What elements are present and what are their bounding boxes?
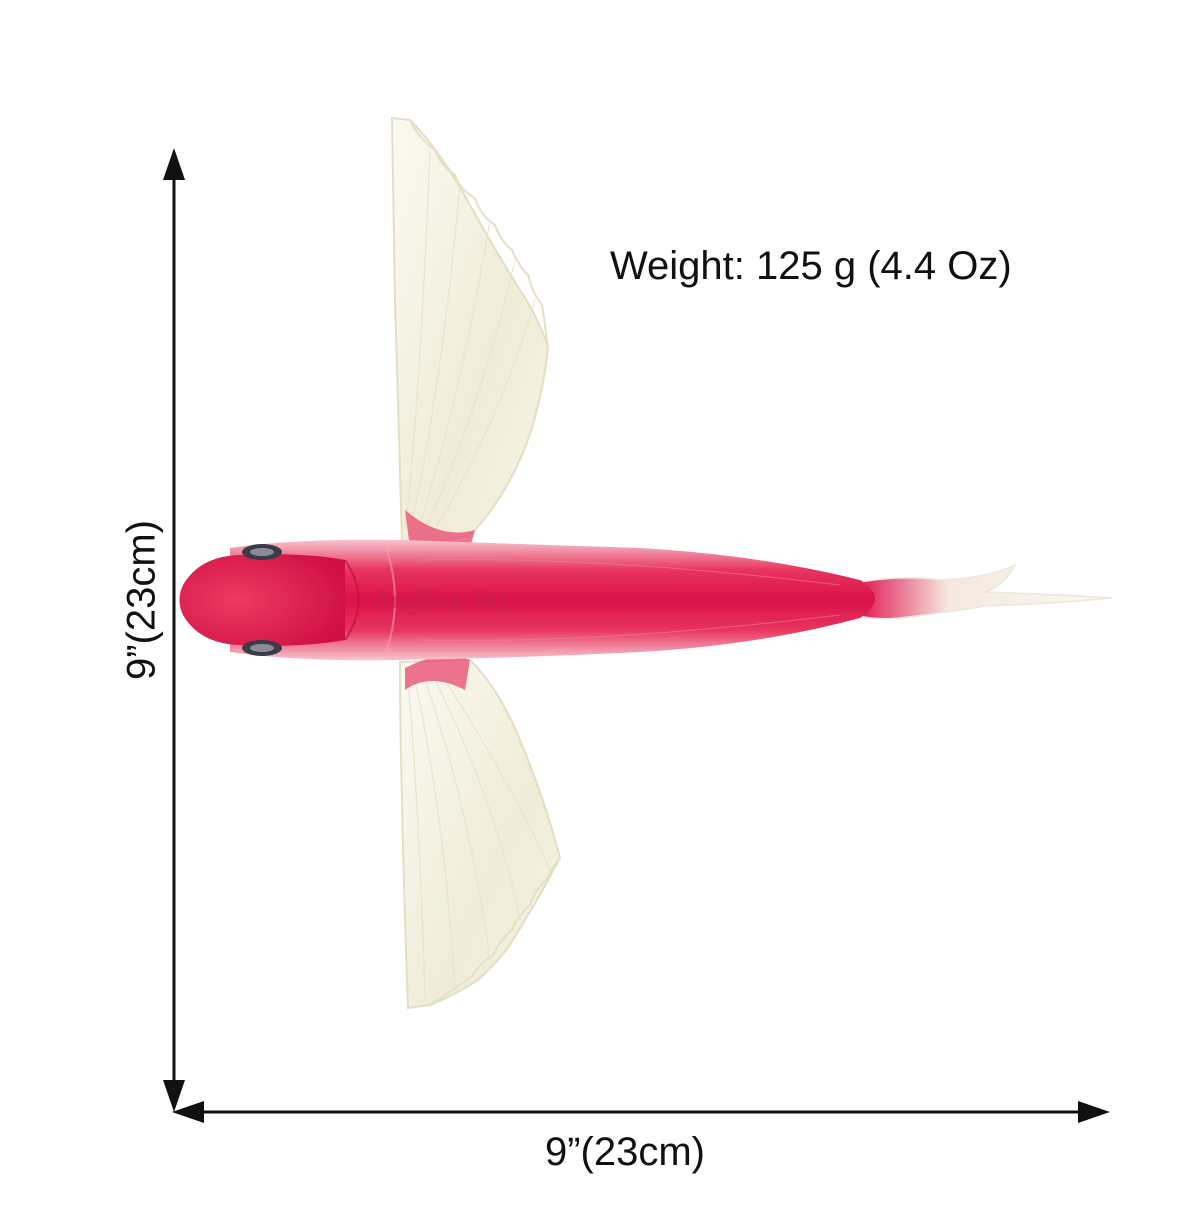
- tail-fin: [859, 563, 1113, 620]
- brand-mark: Angling Joy: [372, 585, 511, 614]
- lower-wing: [398, 656, 562, 1010]
- width-dimension-arrow: [172, 1101, 1110, 1123]
- lure-body: Angling Joy: [179, 539, 875, 661]
- upper-wing: [390, 116, 550, 548]
- weight-label: Weight: 125 g (4.4 Oz): [610, 244, 1012, 288]
- height-dimension-label: 9”(23cm): [119, 519, 164, 681]
- height-dimension-arrow: [163, 148, 185, 1112]
- width-dimension-label: 9”(23cm): [544, 1130, 706, 1174]
